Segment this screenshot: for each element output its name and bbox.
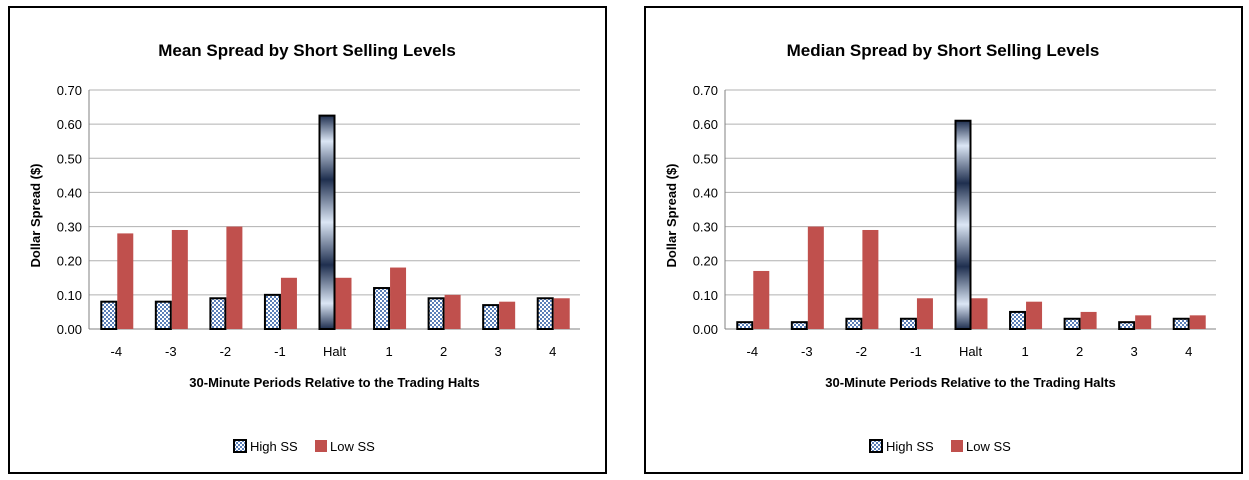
y-tick-label: 0.30 <box>57 220 82 235</box>
y-tick-label: 0.60 <box>693 117 718 132</box>
bar-low-ss <box>1026 301 1043 329</box>
y-tick-label: 0.60 <box>57 117 82 132</box>
legend-label-high-ss: High SS <box>250 439 298 454</box>
x-tick-label: 3 <box>1131 344 1138 359</box>
bar-high-ss <box>100 300 118 330</box>
bar-low-ss <box>226 226 243 329</box>
bar-high-ss <box>899 317 917 330</box>
bar-low-ss <box>553 298 570 329</box>
bar-low-ss <box>117 233 134 329</box>
x-tick-label: Halt <box>959 344 983 359</box>
x-tick-label: -1 <box>274 344 286 359</box>
legend-swatch-low-ss <box>315 440 327 452</box>
x-tick-label: -2 <box>220 344 232 359</box>
legend-swatch-low-ss <box>951 440 963 452</box>
bar-low-ss <box>753 270 770 329</box>
legend-label-low-ss: Low SS <box>330 439 375 454</box>
legend: High SS Low SS <box>233 439 375 454</box>
y-tick-label: 0.20 <box>693 254 718 269</box>
chart-median: Median Spread by Short Selling Levels 0.0… <box>664 41 1216 454</box>
y-tick-label: 0.50 <box>57 151 82 166</box>
x-tick-label: -1 <box>910 344 922 359</box>
bar-high-ss <box>482 304 500 331</box>
bar-high-ss <box>209 297 227 330</box>
bar-high-ss <box>790 321 808 330</box>
bar-high-ss <box>427 297 445 330</box>
legend: High SS Low SS <box>869 439 1011 454</box>
bar-high-ss <box>1118 321 1136 330</box>
y-tick-label: 0.00 <box>57 322 82 337</box>
y-tick-label: 0.30 <box>693 220 718 235</box>
bar-low-ss <box>390 267 407 329</box>
y-tick-label: 0.50 <box>693 151 718 166</box>
y-tick-label: 0.70 <box>693 83 718 98</box>
chart-title: Median Spread by Short Selling Levels <box>787 41 1100 60</box>
chart-mean: Mean Spread by Short Selling Levels 0.00 0… <box>28 41 580 454</box>
bar-low-ss <box>862 229 879 329</box>
bar-high-ss <box>1009 310 1027 330</box>
bar-high-ss <box>373 287 391 330</box>
bar-high-ss <box>263 293 281 331</box>
x-tick-label: Halt <box>323 344 347 359</box>
legend-swatch-high-ss <box>869 439 883 453</box>
legend-label-low-ss: Low SS <box>966 439 1011 454</box>
x-tick-label: 2 <box>440 344 447 359</box>
y-tick-label: 0.20 <box>57 254 82 269</box>
bar-high-ss <box>1172 317 1190 330</box>
y-tick-label: 0.00 <box>693 322 718 337</box>
x-tick-label: 1 <box>1021 344 1028 359</box>
x-tick-label: -4 <box>746 344 758 359</box>
bar-high-ss <box>736 321 754 330</box>
bar-high-ss <box>536 297 554 330</box>
bar-low-ss <box>499 301 516 329</box>
x-tick-label: -3 <box>165 344 177 359</box>
x-tick-label: 4 <box>549 344 556 359</box>
y-tick-label: 0.70 <box>57 83 82 98</box>
chart-title: Mean Spread by Short Selling Levels <box>158 41 456 60</box>
legend-label-high-ss: High SS <box>886 439 934 454</box>
chart-panel-mean: Mean Spread by Short Selling Levels 0.00 0… <box>8 6 607 474</box>
bar-low-ss <box>335 277 352 329</box>
bar-high-ss <box>954 119 972 330</box>
x-tick-label: 4 <box>1185 344 1192 359</box>
bar-low-ss <box>444 294 461 329</box>
x-tick-label: -3 <box>801 344 813 359</box>
x-axis-title: 30-Minute Periods Relative to the Tradin… <box>189 375 479 390</box>
bar-low-ss <box>1189 315 1206 329</box>
legend-swatch-high-ss <box>233 439 247 453</box>
x-tick-label: -4 <box>110 344 122 359</box>
y-tick-label: 0.10 <box>57 288 82 303</box>
y-axis-title: Dollar Spread ($) <box>664 163 679 267</box>
y-axis-title: Dollar Spread ($) <box>28 163 43 267</box>
x-tick-label: 1 <box>385 344 392 359</box>
bar-low-ss <box>1135 315 1152 329</box>
bar-low-ss <box>807 226 824 329</box>
bar-low-ss <box>916 298 933 329</box>
y-tick-label: 0.10 <box>693 288 718 303</box>
x-tick-label: 3 <box>495 344 502 359</box>
bar-low-ss <box>171 229 188 329</box>
chart-panel-median: Median Spread by Short Selling Levels 0.0… <box>644 6 1243 474</box>
y-tick-label: 0.40 <box>693 185 718 200</box>
x-tick-label: -2 <box>856 344 868 359</box>
bar-low-ss <box>1080 311 1097 329</box>
x-axis-title: 30-Minute Periods Relative to the Tradin… <box>825 375 1115 390</box>
bar-high-ss <box>1063 317 1081 330</box>
bar-high-ss <box>845 317 863 330</box>
bar-high-ss <box>318 114 336 330</box>
bar-high-ss <box>154 300 172 330</box>
x-tick-label: 2 <box>1076 344 1083 359</box>
y-tick-label: 0.40 <box>57 185 82 200</box>
bar-low-ss <box>971 298 988 329</box>
bar-low-ss <box>280 277 297 329</box>
